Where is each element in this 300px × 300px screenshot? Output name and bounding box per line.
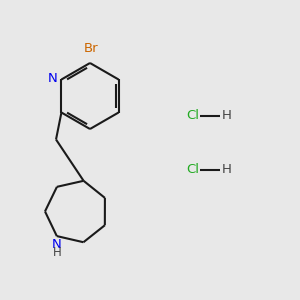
Text: Cl: Cl	[186, 163, 199, 176]
Text: Cl: Cl	[186, 109, 199, 122]
Text: H: H	[221, 163, 231, 176]
Text: H: H	[52, 246, 61, 259]
Text: Br: Br	[84, 42, 99, 55]
Text: N: N	[52, 238, 62, 251]
Text: H: H	[221, 109, 231, 122]
Text: N: N	[48, 72, 58, 85]
